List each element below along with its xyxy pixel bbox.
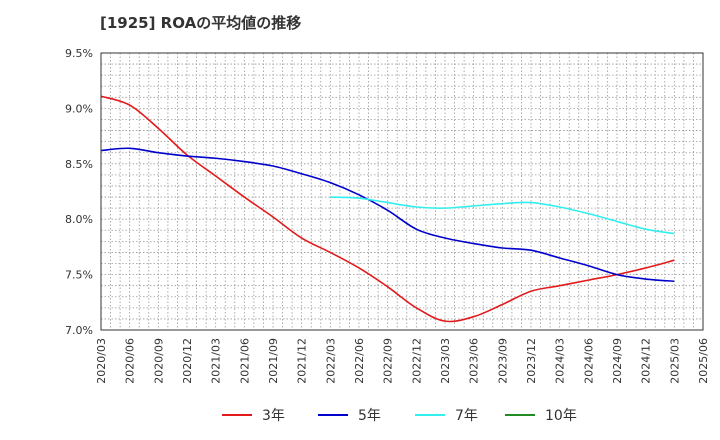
x-tick-label: 2021/09	[267, 338, 280, 384]
legend: 3年 5年 7年 10年	[222, 408, 577, 424]
x-tick-label: 2022/09	[382, 338, 395, 384]
x-tick-label: 2025/06	[697, 338, 710, 384]
x-tick-label: 2023/12	[525, 338, 538, 384]
y-tick-label: 8.0%	[65, 213, 93, 226]
series-lines	[100, 95, 675, 323]
legend-label: 7年	[455, 408, 478, 424]
legend-label: 5年	[358, 408, 381, 424]
x-tick-label: 2022/06	[353, 338, 366, 384]
plot-area-border	[100, 52, 704, 331]
legend-label: 3年	[262, 408, 285, 424]
y-axis-ticks: 7.0% 7.5% 8.0% 8.5% 9.0% 9.5%	[65, 47, 93, 337]
x-tick-label: 2021/03	[210, 338, 223, 384]
legend-label: 10年	[545, 408, 577, 424]
chart-title: [1925] ROAの平均値の推移	[100, 14, 302, 32]
x-tick-label: 2022/03	[324, 338, 337, 384]
x-tick-label: 2023/09	[496, 338, 509, 384]
y-tick-label: 8.5%	[65, 158, 93, 171]
grid-lines	[100, 52, 704, 331]
x-tick-label: 2021/06	[238, 338, 251, 384]
x-tick-label: 2020/09	[152, 338, 165, 384]
x-tick-label: 2020/06	[124, 338, 137, 384]
y-tick-label: 9.5%	[65, 47, 93, 60]
series-line-3年	[100, 95, 675, 323]
x-axis-ticks: 2020/03 2020/06 2020/09 2020/12 2021/03 2021/…	[95, 338, 710, 384]
y-tick-label: 7.5%	[65, 269, 93, 282]
x-tick-label: 2020/03	[95, 338, 108, 384]
series-line-7年	[330, 196, 675, 235]
x-tick-label: 2025/03	[668, 338, 681, 384]
y-tick-label: 9.0%	[65, 102, 93, 115]
x-tick-label: 2023/06	[468, 338, 481, 384]
x-tick-label: 2024/09	[611, 338, 624, 384]
x-tick-label: 2024/03	[554, 338, 567, 384]
x-tick-label: 2023/03	[439, 338, 452, 384]
x-tick-label: 2024/06	[582, 338, 595, 384]
x-tick-label: 2024/12	[640, 338, 653, 384]
series-line-5年	[100, 147, 675, 283]
x-tick-label: 2020/12	[181, 338, 194, 384]
x-tick-label: 2022/12	[410, 338, 423, 384]
y-tick-label: 7.0%	[65, 324, 93, 337]
x-tick-label: 2021/12	[296, 338, 309, 384]
